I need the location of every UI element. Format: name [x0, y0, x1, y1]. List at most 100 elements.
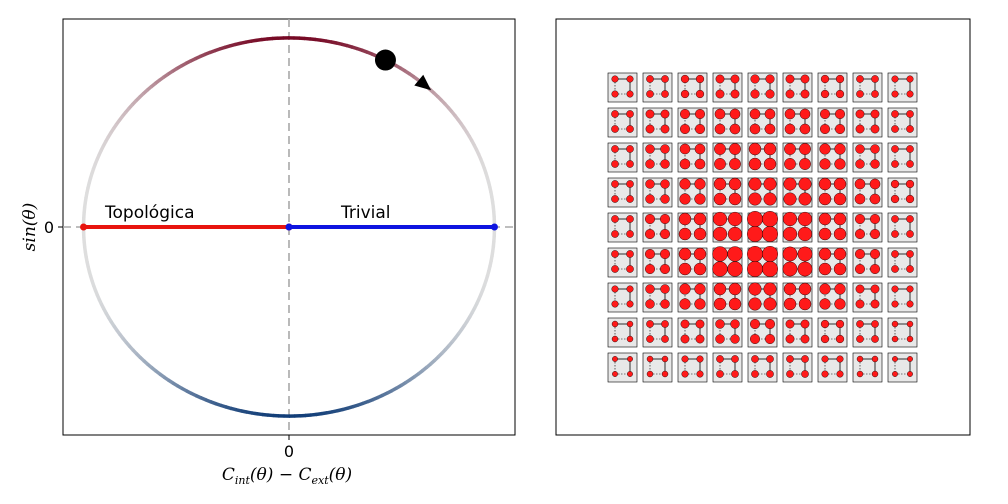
site-density-dot [747, 261, 764, 278]
site-density-dot [747, 210, 764, 227]
site-density-dot [820, 74, 830, 84]
cell-frame [607, 352, 638, 383]
site-density-dot [855, 284, 865, 294]
site-density-dot [678, 227, 692, 241]
site-density-dot [906, 285, 914, 293]
lattice-cell [677, 72, 708, 103]
site-density-dot [728, 297, 742, 311]
circle-segment [443, 102, 450, 110]
site-density-dot [611, 160, 619, 168]
circle-segment [199, 396, 207, 402]
circle-segment [404, 378, 412, 385]
site-density-dot [611, 110, 619, 118]
circle-segment [138, 92, 145, 99]
site-density-dot [870, 299, 880, 309]
site-density-dot [906, 335, 914, 343]
site-density-dot [645, 264, 656, 275]
circle-segment [87, 270, 93, 278]
site-density-dot [819, 143, 831, 155]
circle-segment [433, 355, 440, 362]
circle-segment [111, 123, 119, 130]
site-density-dot [871, 75, 879, 83]
lattice-cell [747, 107, 778, 138]
circle-segment [91, 284, 98, 292]
site-density-dot [626, 125, 634, 133]
topologica-line-endpoint [80, 223, 88, 231]
site-density-dot [728, 192, 742, 206]
lattice-cell [852, 352, 883, 383]
site-density-dot [712, 226, 728, 242]
site-density-dot [782, 261, 798, 277]
lattice-cell [782, 142, 813, 173]
site-density-dot [694, 193, 706, 205]
circle-segment [93, 289, 100, 297]
site-density-dot [645, 213, 656, 224]
site-density-dot [906, 125, 914, 133]
circle-segment [141, 88, 149, 96]
lattice-cell [852, 107, 883, 138]
circle-segment [491, 206, 496, 213]
lattice-cell [747, 210, 779, 243]
site-density-dot [713, 297, 727, 311]
site-density-dot [748, 177, 762, 191]
circle-segment [351, 403, 359, 409]
circle-segment [421, 365, 429, 373]
circle-segment [88, 275, 94, 282]
circle-segment [394, 63, 402, 70]
site-density-dot [729, 143, 741, 155]
site-density-dot [645, 284, 655, 294]
site-density-dot [797, 246, 813, 262]
annotation-trivial: Trivial [340, 203, 391, 223]
site-density-dot [870, 213, 881, 224]
circle-segment [325, 39, 333, 44]
site-density-dot [835, 74, 845, 84]
site-density-dot [678, 212, 692, 226]
site-density-dot [818, 192, 832, 206]
lattice-cell [677, 352, 708, 383]
circle-segment [82, 207, 87, 214]
circle-segment [142, 359, 150, 366]
site-density-dot [855, 144, 865, 154]
site-density-dot [679, 143, 691, 155]
site-density-dot [856, 90, 864, 98]
circle-segment [184, 59, 192, 66]
site-density-dot [693, 212, 707, 226]
lattice-cell [747, 282, 778, 313]
site-density-dot [906, 160, 914, 168]
lattice-cell [887, 72, 918, 103]
site-density-dot [611, 180, 619, 188]
site-density-dot [801, 355, 809, 363]
site-density-dot [797, 261, 813, 277]
site-density-dot [784, 108, 796, 120]
site-density-dot [891, 230, 899, 238]
site-density-dot [694, 143, 706, 155]
circle-segment [453, 332, 461, 340]
circle-segment [90, 168, 96, 175]
cell-frame [887, 352, 918, 383]
circle-segment [154, 369, 162, 376]
site-density-dot [854, 193, 866, 205]
circle-segment [138, 355, 146, 363]
circle-segment [114, 118, 122, 126]
circle-segment [130, 99, 138, 106]
site-density-dot [693, 262, 707, 276]
circle-segment [450, 110, 457, 117]
lattice-cell [782, 282, 813, 313]
site-density-dot [626, 285, 634, 293]
site-density-dot [762, 245, 779, 262]
circle-segment [309, 37, 317, 42]
lattice-cell [712, 72, 743, 103]
lattice-cell [712, 107, 743, 138]
circle-segment [195, 393, 202, 400]
site-density-dot [712, 246, 728, 262]
site-density-dot [891, 265, 899, 273]
lattice-cell [887, 212, 918, 243]
site-density-dot [727, 211, 743, 227]
site-density-dot [763, 297, 777, 311]
circle-segment [456, 118, 463, 126]
site-density-dot [855, 159, 865, 169]
circle-segment [446, 106, 454, 114]
site-density-dot [646, 370, 654, 378]
site-density-dot [695, 319, 705, 329]
circle-segment [361, 48, 369, 54]
